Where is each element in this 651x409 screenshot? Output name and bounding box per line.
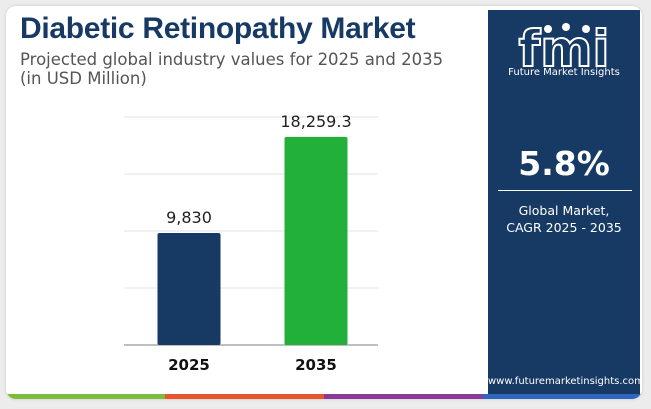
logo-dot-icon — [544, 25, 552, 33]
sidebar-panel: fmi Future Market Insights 5.8% Global M… — [488, 10, 640, 394]
cagr-label-line1: Global Market, — [518, 203, 610, 218]
bar-2025 — [157, 232, 221, 345]
accent-segment-3 — [324, 394, 483, 399]
logo-dot-icon — [582, 25, 590, 33]
data-label-2035: 18,259.3 — [280, 112, 351, 131]
cagr-label-line2: CAGR 2025 - 2035 — [506, 220, 622, 235]
bar-chart: 9,830 2025 18,259.3 2035 — [124, 112, 378, 374]
x-tick-label-2035: 2035 — [295, 356, 337, 374]
accent-segment-2 — [165, 394, 324, 399]
cagr-label: Global Market, CAGR 2025 - 2035 — [488, 202, 640, 236]
chart-subtitle: Projected global industry values for 202… — [20, 50, 444, 88]
bar-2035 — [284, 136, 348, 345]
logo-dot-icon — [562, 23, 570, 31]
website-link[interactable]: www.futuremarketinsights.com — [488, 376, 640, 387]
fmi-logo: fmi — [518, 20, 611, 79]
infographic-card: Diabetic Retinopathy Market Projected gl… — [6, 6, 642, 399]
chart-title: Diabetic Retinopathy Market — [20, 12, 416, 45]
logo-caption: Future Market Insights — [508, 67, 620, 78]
x-tick-label-2025: 2025 — [168, 356, 210, 374]
accent-segment-4 — [483, 394, 642, 399]
data-label-2025: 9,830 — [166, 208, 212, 227]
divider — [498, 190, 632, 191]
accent-segment-1 — [6, 394, 165, 399]
accent-bar — [6, 394, 642, 399]
cagr-value: 5.8% — [518, 144, 610, 183]
